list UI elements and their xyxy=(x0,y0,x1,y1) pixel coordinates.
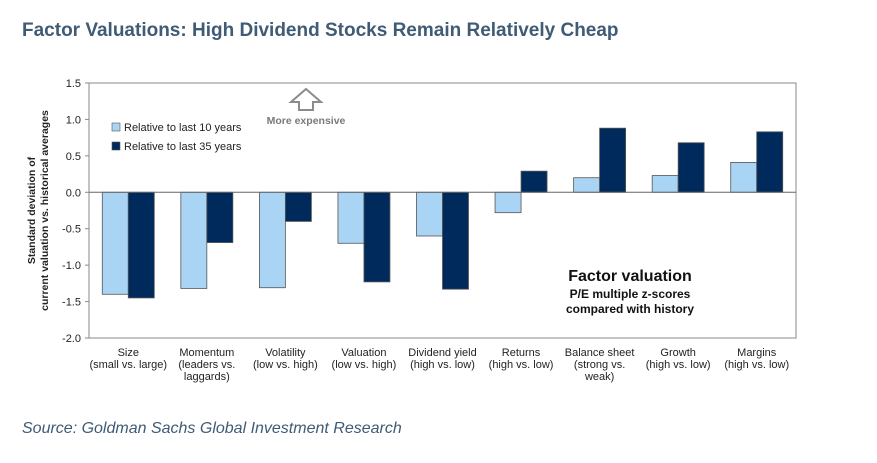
bar xyxy=(101,191,129,295)
x-category-label: Volatility xyxy=(265,347,306,359)
bar xyxy=(573,177,601,193)
x-category-label: (high vs. low) xyxy=(410,359,475,371)
bar xyxy=(520,170,548,193)
legend-swatch xyxy=(111,141,121,151)
x-category-label: Margins xyxy=(737,347,777,359)
x-category-label: Size xyxy=(118,347,139,359)
x-category-label: (leaders vs. xyxy=(178,359,235,371)
annotation-label: More expensive xyxy=(267,115,346,127)
x-category-label: (low vs. high) xyxy=(253,359,318,371)
bar xyxy=(206,191,234,243)
page-title: Factor Valuations: High Dividend Stocks … xyxy=(22,20,619,41)
inset-title: Factor valuation xyxy=(568,268,692,285)
bar xyxy=(677,142,705,193)
x-category-label: Growth xyxy=(660,347,695,359)
x-category-label: laggards) xyxy=(184,371,230,383)
x-category-label: (high vs. low) xyxy=(724,359,789,371)
plot-frame xyxy=(88,82,797,339)
legend-label: Relative to last 10 years xyxy=(124,122,242,134)
bar xyxy=(258,191,286,289)
x-category-label: Returns xyxy=(502,347,541,359)
bar xyxy=(180,191,208,289)
y-tick-label: -2.0 xyxy=(62,333,81,345)
x-category-label: (strong vs. xyxy=(574,359,625,371)
x-category-label: (high vs. low) xyxy=(646,359,711,371)
bar xyxy=(127,191,155,299)
bar xyxy=(284,191,312,222)
inset-subtitle: P/E multiple z-scores xyxy=(570,287,691,301)
x-category-label: Valuation xyxy=(341,347,386,359)
y-axis-title: Standard deviation of xyxy=(26,156,38,264)
x-category-label: (low vs. high) xyxy=(332,359,397,371)
bar xyxy=(599,127,627,193)
y-axis-title: current valuation vs. historical average… xyxy=(39,110,51,311)
y-tick-label: 0.5 xyxy=(66,151,81,163)
bar xyxy=(651,175,679,193)
y-tick-label: -1.5 xyxy=(62,297,81,309)
legend-swatch xyxy=(111,122,121,132)
bar xyxy=(337,191,365,244)
x-category-label: Balance sheet xyxy=(565,347,635,359)
x-category-label: (high vs. low) xyxy=(489,359,554,371)
y-tick-label: 1.5 xyxy=(66,78,81,90)
source-note: Source: Goldman Sachs Global Investment … xyxy=(22,420,402,437)
bar xyxy=(416,191,443,237)
y-tick-label: -0.5 xyxy=(62,224,81,236)
up-arrow-icon xyxy=(288,87,324,111)
bar xyxy=(442,191,469,290)
y-tick-label: 0.0 xyxy=(66,187,81,199)
y-tick-label: 1.0 xyxy=(66,114,81,126)
bar xyxy=(363,191,391,283)
bar xyxy=(494,191,522,214)
bar xyxy=(730,162,758,193)
x-category-label: weak) xyxy=(584,371,614,383)
bar xyxy=(756,131,784,193)
x-category-label: Momentum xyxy=(179,347,234,359)
x-category-label: (small vs. large) xyxy=(89,359,167,371)
inset-subtitle: compared with history xyxy=(566,302,694,316)
y-tick-label: -1.0 xyxy=(62,260,81,272)
x-category-label: Dividend yield xyxy=(408,347,476,359)
legend-label: Relative to last 35 years xyxy=(124,141,242,153)
